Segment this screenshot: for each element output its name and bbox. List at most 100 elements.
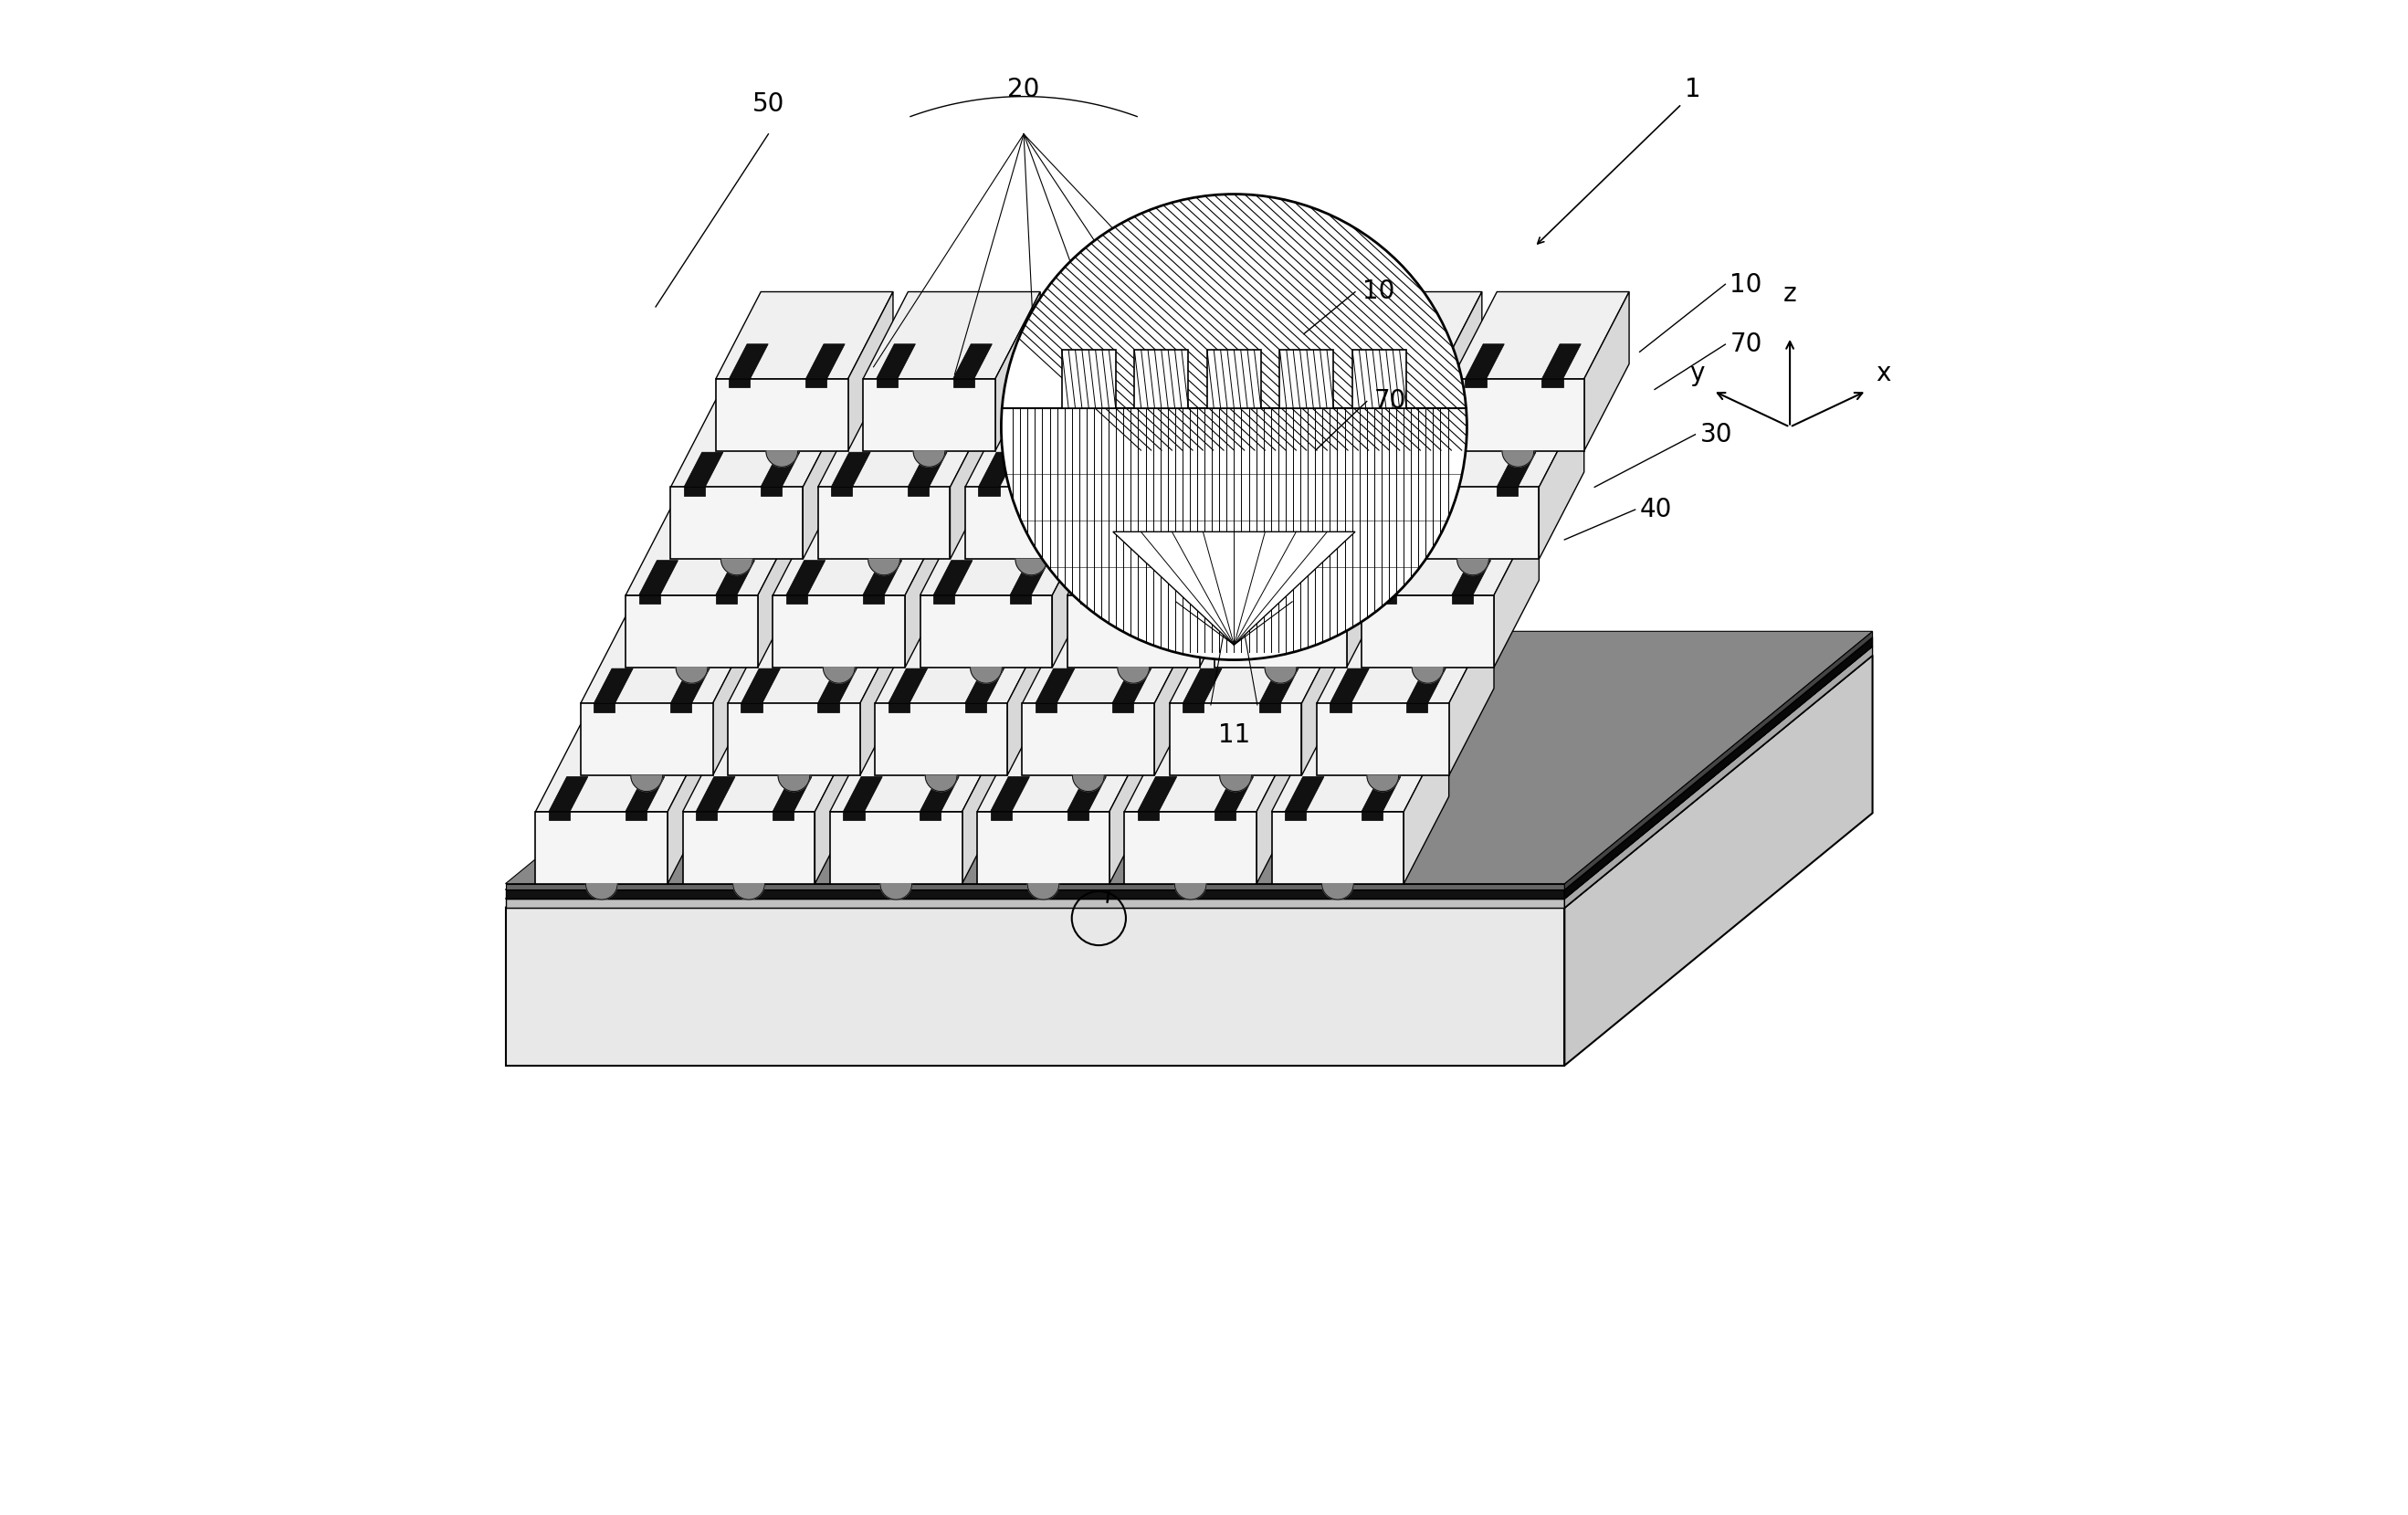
Polygon shape xyxy=(684,812,814,883)
Polygon shape xyxy=(807,344,845,379)
Polygon shape xyxy=(1011,292,1187,379)
Polygon shape xyxy=(672,488,802,559)
Polygon shape xyxy=(978,724,1153,812)
Polygon shape xyxy=(920,595,1052,668)
Polygon shape xyxy=(677,668,708,683)
Polygon shape xyxy=(1317,703,1450,776)
Polygon shape xyxy=(580,617,759,703)
Polygon shape xyxy=(1498,453,1536,488)
Polygon shape xyxy=(1464,344,1505,379)
Polygon shape xyxy=(785,561,826,595)
Polygon shape xyxy=(506,883,1565,889)
Polygon shape xyxy=(773,508,951,595)
Polygon shape xyxy=(881,883,913,900)
Polygon shape xyxy=(1264,668,1296,683)
Polygon shape xyxy=(684,453,722,488)
Polygon shape xyxy=(1541,344,1582,379)
Polygon shape xyxy=(1310,559,1341,576)
Polygon shape xyxy=(626,777,665,812)
Polygon shape xyxy=(1125,724,1303,812)
Polygon shape xyxy=(1317,617,1493,703)
Polygon shape xyxy=(535,724,713,812)
Polygon shape xyxy=(1141,292,1187,451)
Polygon shape xyxy=(1348,453,1389,488)
Polygon shape xyxy=(995,292,1040,451)
Polygon shape xyxy=(1322,883,1353,900)
Polygon shape xyxy=(1170,617,1346,703)
Polygon shape xyxy=(1214,595,1346,668)
Polygon shape xyxy=(814,724,860,883)
Polygon shape xyxy=(920,812,942,820)
Text: 70: 70 xyxy=(1373,388,1406,414)
Polygon shape xyxy=(1009,561,1050,595)
Polygon shape xyxy=(1457,559,1488,576)
Polygon shape xyxy=(966,703,985,712)
Polygon shape xyxy=(831,453,869,488)
Polygon shape xyxy=(638,595,660,604)
Polygon shape xyxy=(626,508,802,595)
Polygon shape xyxy=(1052,508,1098,668)
Polygon shape xyxy=(954,344,992,379)
Polygon shape xyxy=(727,617,905,703)
Polygon shape xyxy=(1214,812,1235,820)
Polygon shape xyxy=(506,656,1873,907)
Polygon shape xyxy=(1112,668,1151,703)
Polygon shape xyxy=(1363,595,1493,668)
Polygon shape xyxy=(1112,532,1356,645)
Polygon shape xyxy=(506,898,1565,907)
Polygon shape xyxy=(1214,508,1392,595)
Polygon shape xyxy=(506,647,1873,898)
Polygon shape xyxy=(1257,724,1303,883)
Polygon shape xyxy=(1245,400,1291,559)
Polygon shape xyxy=(1421,488,1440,495)
Text: y: y xyxy=(1690,361,1705,386)
Polygon shape xyxy=(807,379,826,388)
Polygon shape xyxy=(1163,559,1194,576)
Polygon shape xyxy=(860,617,905,776)
Polygon shape xyxy=(1450,617,1493,776)
Text: 30: 30 xyxy=(1700,421,1731,447)
Polygon shape xyxy=(1394,344,1433,379)
Polygon shape xyxy=(766,451,797,467)
Polygon shape xyxy=(1125,453,1165,488)
Polygon shape xyxy=(1565,638,1873,898)
Polygon shape xyxy=(1060,451,1093,467)
Polygon shape xyxy=(990,777,1031,812)
Polygon shape xyxy=(1134,350,1187,409)
Polygon shape xyxy=(1158,595,1178,604)
Polygon shape xyxy=(1067,812,1088,820)
Polygon shape xyxy=(1009,595,1031,604)
Polygon shape xyxy=(506,632,1873,883)
Polygon shape xyxy=(1011,379,1141,451)
Polygon shape xyxy=(1565,647,1873,907)
Polygon shape xyxy=(585,883,616,900)
Polygon shape xyxy=(908,453,946,488)
Polygon shape xyxy=(1305,292,1481,379)
Polygon shape xyxy=(869,559,901,576)
Polygon shape xyxy=(672,400,848,488)
Polygon shape xyxy=(1464,379,1486,388)
Polygon shape xyxy=(802,400,848,559)
Polygon shape xyxy=(626,595,759,668)
Polygon shape xyxy=(978,453,1019,488)
Polygon shape xyxy=(1452,292,1630,379)
Polygon shape xyxy=(773,777,811,812)
Polygon shape xyxy=(1259,668,1298,703)
Polygon shape xyxy=(1153,617,1199,776)
Polygon shape xyxy=(1247,344,1286,379)
Polygon shape xyxy=(1170,344,1209,379)
Polygon shape xyxy=(1182,703,1204,712)
Polygon shape xyxy=(1565,656,1873,1065)
Polygon shape xyxy=(1112,488,1245,559)
Polygon shape xyxy=(1394,379,1416,388)
Polygon shape xyxy=(819,400,995,488)
Polygon shape xyxy=(1305,379,1438,451)
Polygon shape xyxy=(1259,488,1392,559)
Polygon shape xyxy=(831,488,852,495)
Polygon shape xyxy=(862,595,884,604)
Polygon shape xyxy=(1125,488,1146,495)
Polygon shape xyxy=(761,453,799,488)
Polygon shape xyxy=(908,488,929,495)
Polygon shape xyxy=(1007,617,1052,776)
Polygon shape xyxy=(1438,292,1481,451)
